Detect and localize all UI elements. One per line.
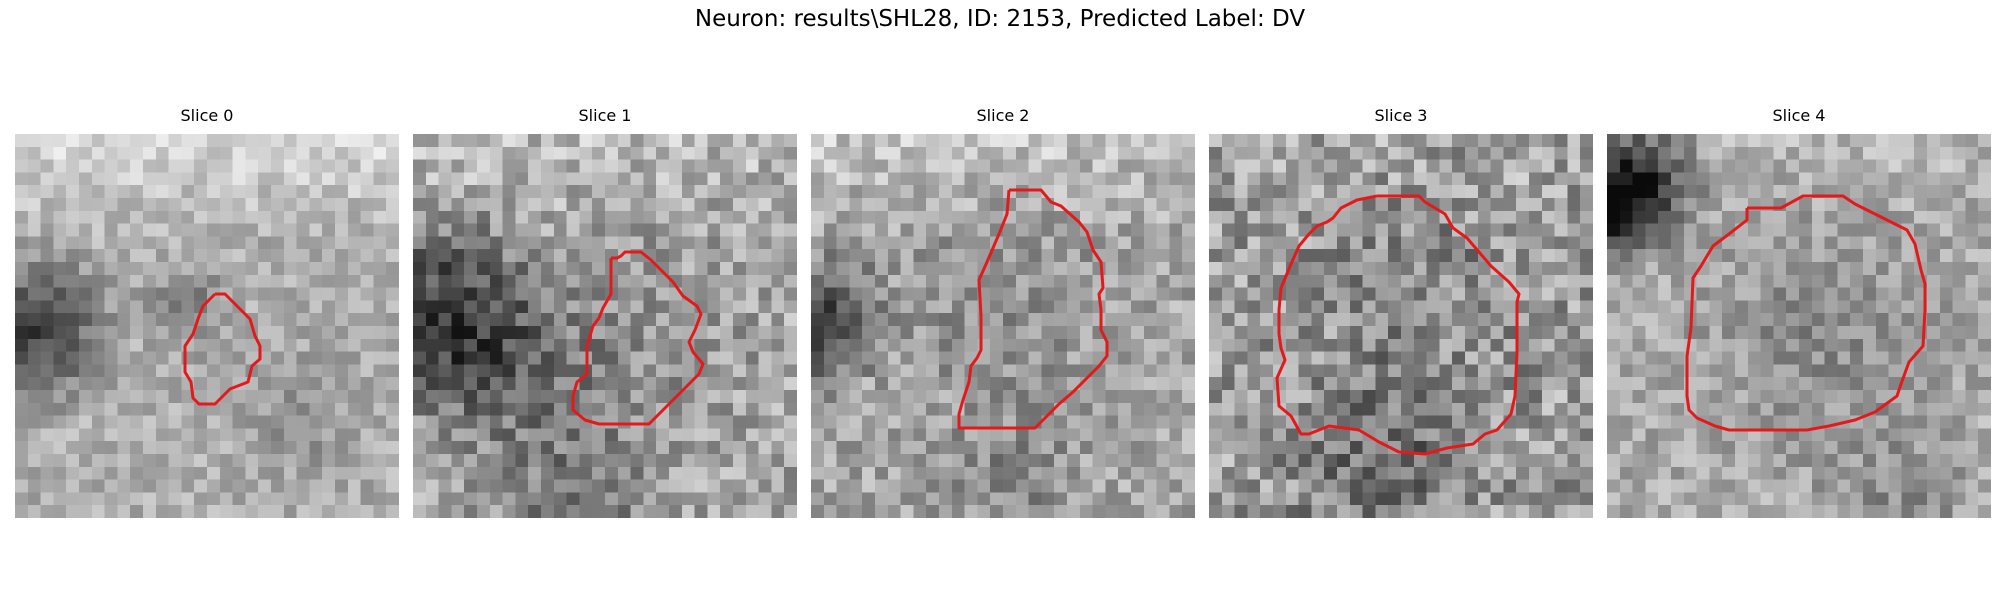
roi-overlay-4 [1607,134,1991,518]
slice-image-1 [413,134,797,518]
roi-contour-0 [185,294,260,404]
roi-overlay-1 [413,134,797,518]
slice-title-4: Slice 4 [1607,106,1991,125]
roi-contour-1 [573,252,703,424]
slice-title-3: Slice 3 [1209,106,1593,125]
roi-overlay-2 [811,134,1195,518]
roi-contour-3 [1277,196,1519,454]
slice-image-4 [1607,134,1991,518]
figure-title: Neuron: results\SHL28, ID: 2153, Predict… [0,6,2000,32]
roi-contour-4 [1687,196,1925,430]
slice-title-0: Slice 0 [15,106,399,125]
roi-contour-2 [959,190,1107,428]
slice-title-2: Slice 2 [811,106,1195,125]
slice-image-0 [15,134,399,518]
roi-overlay-0 [15,134,399,518]
slice-image-2 [811,134,1195,518]
slice-title-1: Slice 1 [413,106,797,125]
slice-image-3 [1209,134,1593,518]
roi-overlay-3 [1209,134,1593,518]
